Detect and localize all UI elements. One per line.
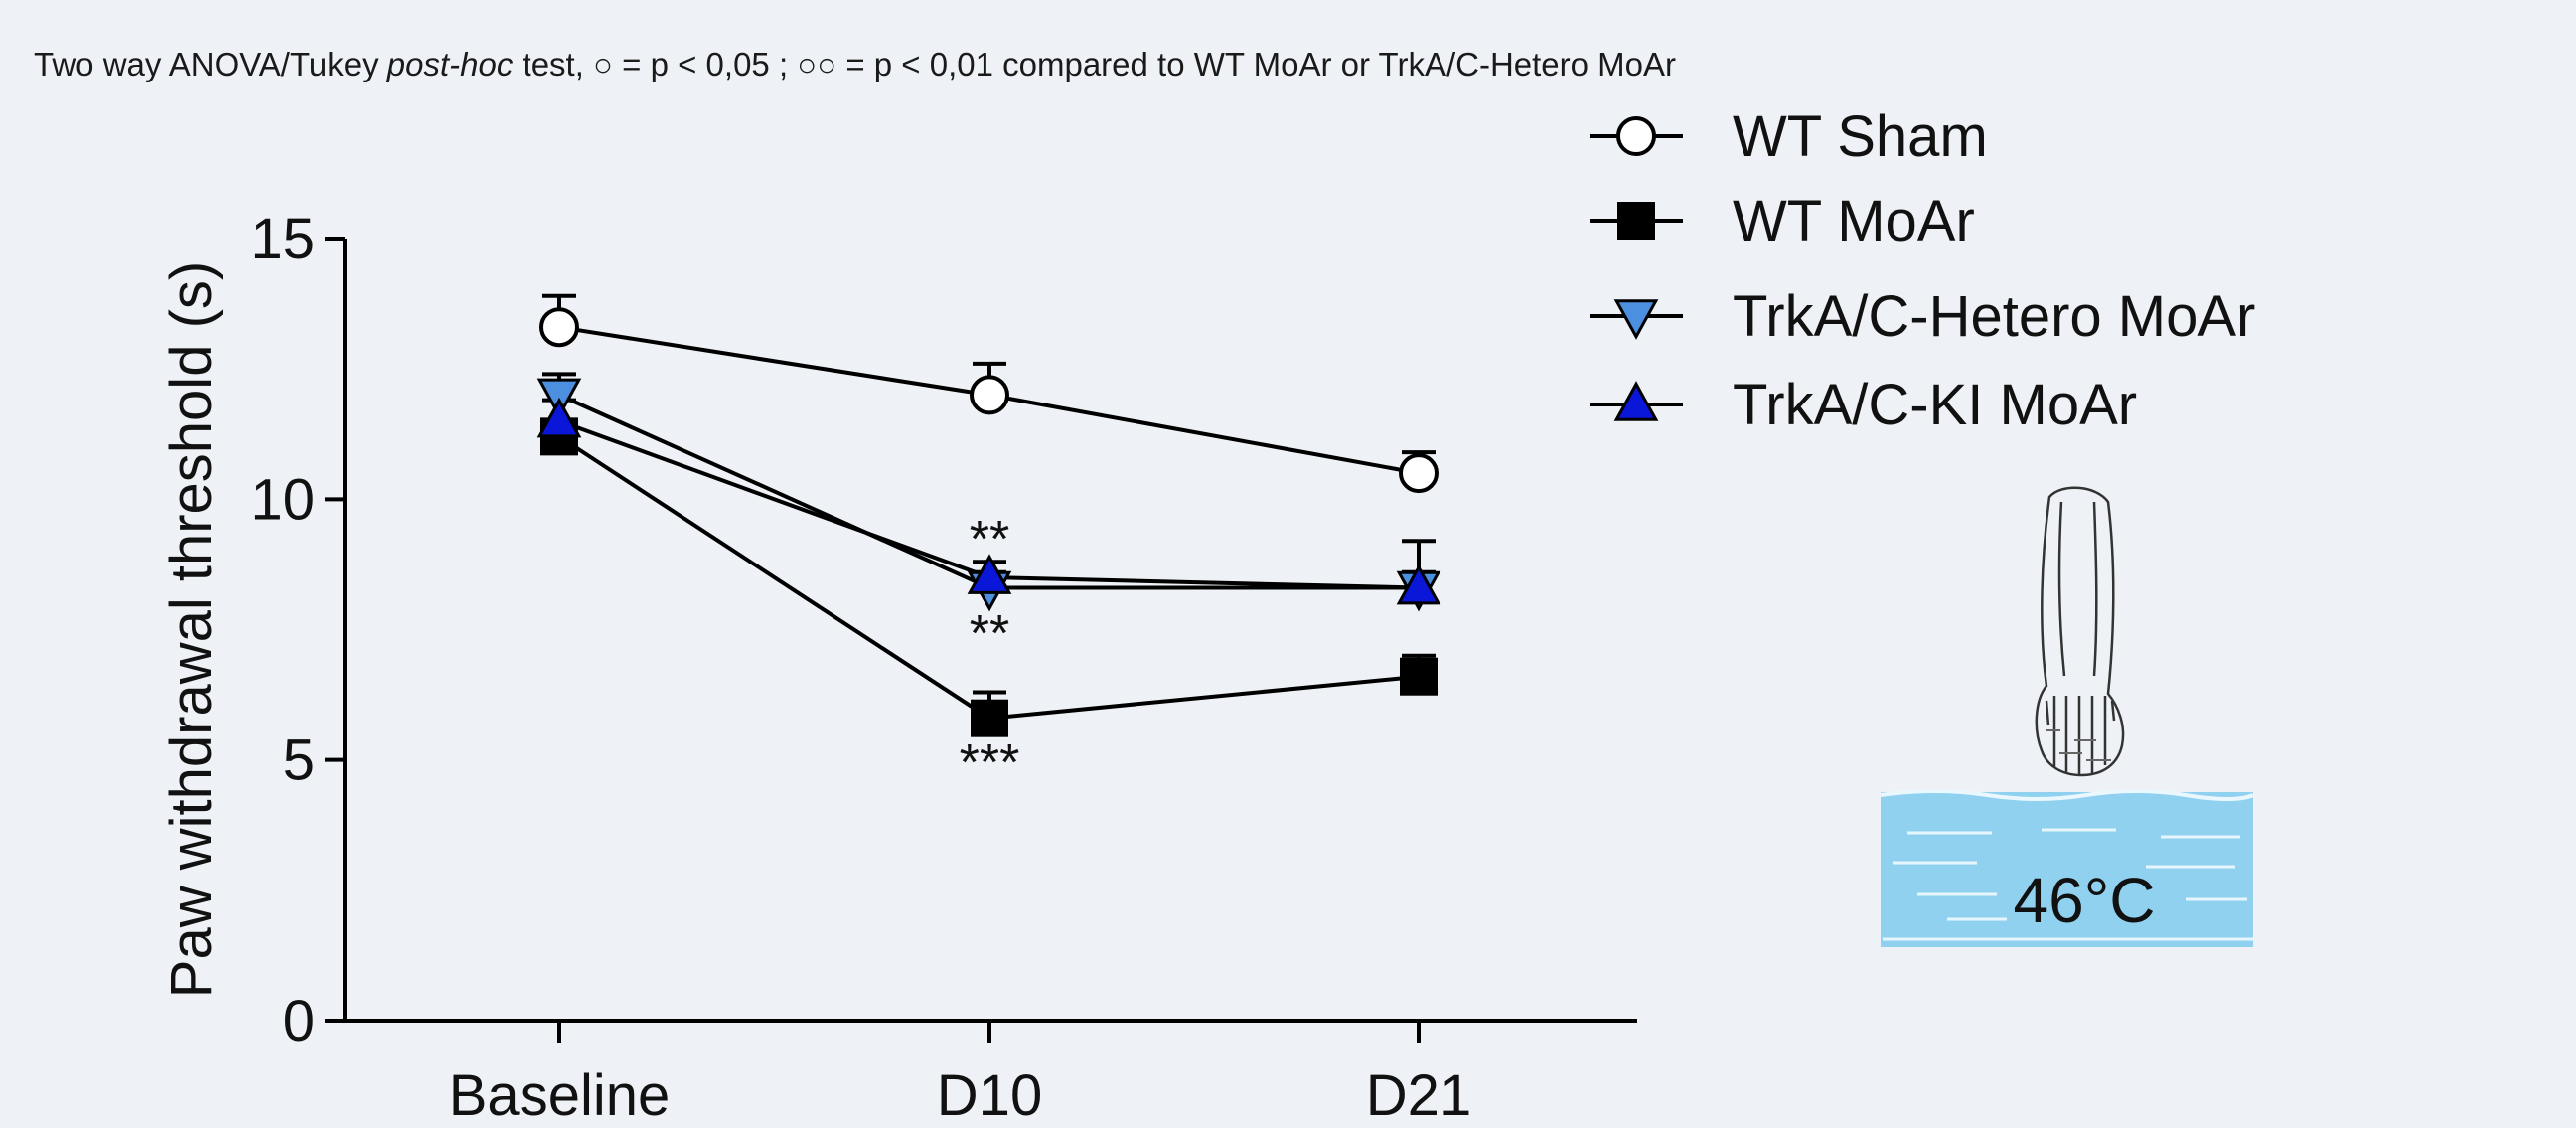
y-tick-label: 0: [283, 989, 315, 1053]
axes: 0 5 10 15 Baseline D10 D21 Paw withdrawal thres…: [159, 207, 1637, 1128]
series-layer: [536, 293, 1441, 737]
up-triangle-marker: [536, 397, 582, 438]
up-triangle-marker: [1613, 381, 1659, 421]
filled-square-marker: [1400, 657, 1438, 696]
y-tick-label: 5: [283, 728, 315, 793]
up-triangle-marker: [967, 554, 1012, 594]
open-circle-marker: [1616, 116, 1656, 156]
down-triangle-marker: [1613, 299, 1659, 340]
series-marker-group: [539, 307, 1439, 494]
legend-entry: WT MoAr: [1590, 189, 1975, 253]
significance-label: **: [970, 511, 1009, 568]
significance-label: **: [970, 605, 1009, 663]
legend-label: WT Sham: [1733, 104, 1988, 169]
y-tick-label: 10: [250, 467, 315, 532]
y-tick-label: 15: [250, 207, 315, 271]
open-circle-marker: [1399, 453, 1439, 494]
legend-label: TrkA/C-Hetero MoAr: [1733, 284, 2255, 349]
significance-label: ***: [960, 734, 1020, 792]
temperature-label: 46°C: [2014, 865, 2156, 936]
filled-square-marker: [1617, 202, 1655, 240]
x-tick-label: D21: [1366, 1063, 1471, 1128]
x-tick-label: D10: [937, 1063, 1042, 1128]
paw-icon: [2035, 486, 2125, 777]
x-tick-label: Baseline: [449, 1063, 670, 1128]
caption-italic: post-hoc: [386, 46, 514, 82]
legend-label: TrkA/C-KI MoAr: [1733, 373, 2137, 437]
statistics-caption: Two way ANOVA/Tukey post-hoc test, ○ = p…: [34, 46, 1676, 83]
legend-entry: TrkA/C-KI MoAr: [1590, 373, 2137, 437]
legend-label: WT MoAr: [1733, 189, 1975, 253]
legend-entry: TrkA/C-Hetero MoAr: [1590, 284, 2255, 349]
annotations: *******: [960, 511, 1020, 792]
legend: WT Sham WT MoAr TrkA/C-Hetero MoAr TrkA/C-K…: [1590, 104, 2255, 437]
filled-square-marker: [971, 699, 1008, 737]
open-circle-marker: [970, 375, 1009, 415]
caption-text-2: test, ○ = p < 0,05 ; ○○ = p < 0,01 compa…: [513, 46, 1677, 82]
series-marker-group: [536, 397, 1441, 605]
y-axis-label: Paw withdrawal threshold (s): [159, 261, 224, 998]
hot-plate-illustration: 46°C: [1880, 486, 2254, 947]
open-circle-marker: [539, 307, 579, 348]
legend-entry: WT Sham: [1590, 104, 1988, 169]
up-triangle-marker: [1396, 564, 1441, 605]
caption-text-1: Two way ANOVA/Tukey: [34, 46, 387, 82]
water-bath: [1881, 792, 2253, 947]
